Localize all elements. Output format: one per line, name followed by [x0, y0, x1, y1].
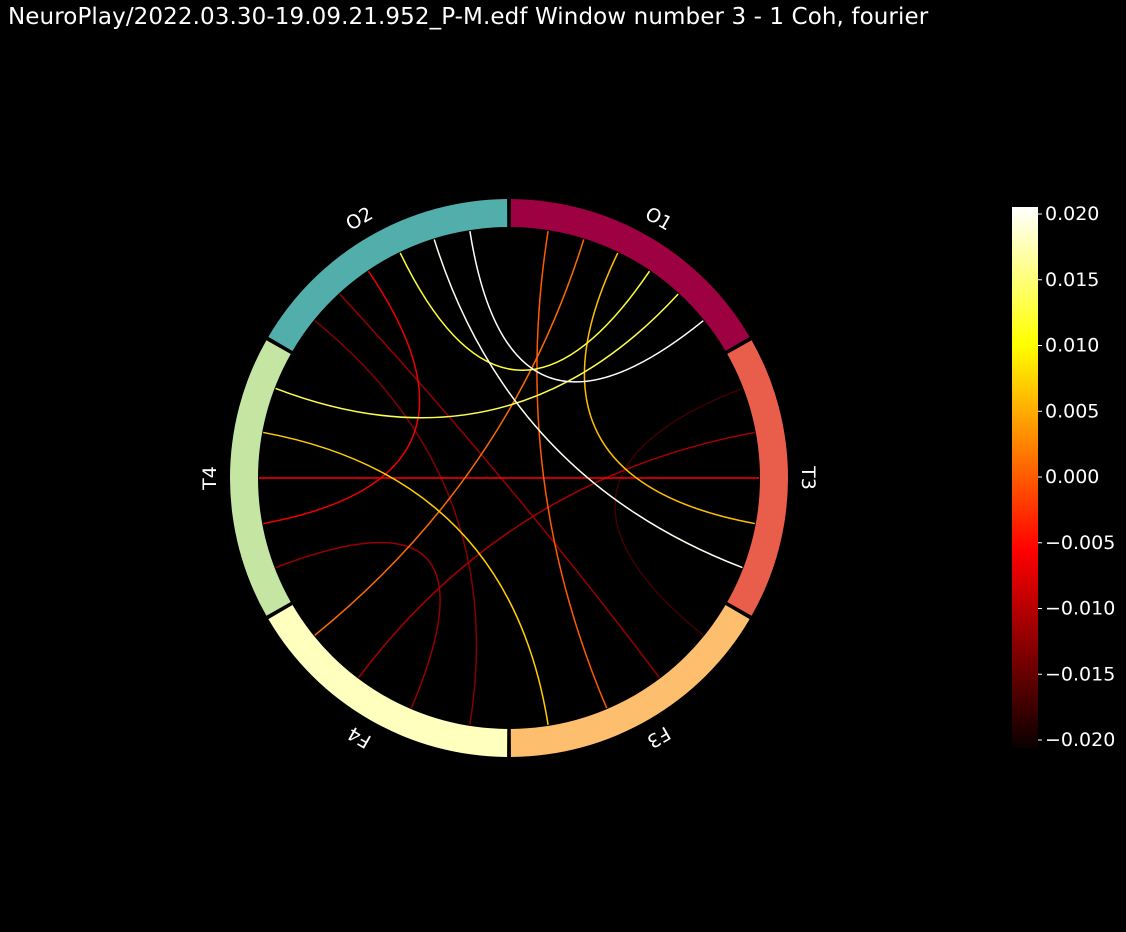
connection-lines — [259, 230, 759, 726]
node-wedge-f3 — [510, 605, 750, 757]
node-label-t4: T4 — [199, 466, 221, 491]
connection-f3-o1 — [536, 230, 608, 709]
connection-t4-o2 — [263, 270, 421, 525]
connection-t3-o1 — [583, 252, 755, 525]
chart-title: NeuroPlay/2022.03.30-19.09.21.952_P-M.ed… — [8, 4, 929, 30]
connection-f3-t4 — [263, 431, 549, 726]
colorbar-tick-label: −0.020 — [1045, 729, 1115, 751]
connection-f4-o1 — [314, 239, 585, 636]
node-label-t3: T3 — [797, 465, 819, 490]
colorbar-tick-label: 0.000 — [1045, 466, 1099, 488]
connection-t3-o2 — [433, 239, 743, 569]
connection-f3-o2 — [339, 293, 661, 679]
colorbar-tick-label: −0.005 — [1045, 532, 1115, 554]
node-wedge-t4 — [230, 340, 291, 616]
connection-f4-t4 — [275, 541, 441, 709]
node-label-f3: F3 — [643, 722, 674, 753]
colorbar-tick-label: 0.015 — [1045, 269, 1099, 291]
connection-o1-o2 — [399, 252, 651, 371]
colorbar-tick-label: 0.005 — [1045, 400, 1099, 422]
node-label-o2: O2 — [342, 203, 376, 236]
node-label-o1: O1 — [641, 203, 675, 236]
connection-f3-t3 — [614, 387, 743, 636]
node-wedge-o2 — [268, 199, 508, 351]
colorbar: 0.020 0.015 0.010 0.005 0.000 −0.005 −0.010 −0.… — [1012, 203, 1115, 751]
connection-f4-o2 — [314, 320, 478, 726]
colorbar-tick-label: −0.015 — [1045, 663, 1115, 685]
colorbar-tick-label: −0.010 — [1045, 598, 1115, 620]
node-wedge-f4 — [268, 605, 508, 757]
node-wedge-o1 — [510, 199, 750, 351]
connection-f4-t3 — [357, 431, 755, 679]
connection-o1-t4 — [275, 293, 679, 419]
connection-o1-o2 — [469, 230, 704, 383]
colorbar-tick-label: 0.010 — [1045, 335, 1099, 357]
node-wedge-t3 — [727, 340, 789, 616]
colorbar-gradient — [1012, 207, 1038, 748]
colorbar-tick-label: 0.020 — [1045, 203, 1099, 225]
node-ring — [230, 199, 789, 757]
node-label-f4: F4 — [344, 722, 375, 753]
